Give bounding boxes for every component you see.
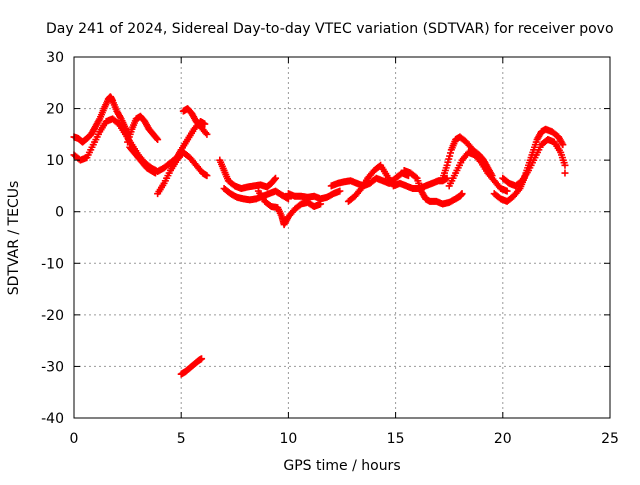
data-point <box>458 190 466 198</box>
chart-title: Day 241 of 2024, Sidereal Day-to-day VTE… <box>46 21 614 37</box>
data-point <box>153 134 161 142</box>
y-tick-label: 10 <box>46 153 64 169</box>
x-tick-label: 10 <box>279 431 297 447</box>
y-tick-label: -10 <box>41 256 64 272</box>
plot-frame <box>73 56 611 419</box>
x-tick-label: 0 <box>70 431 79 447</box>
y-tick-label: -30 <box>41 359 64 375</box>
data-point <box>336 187 344 195</box>
data-point <box>271 175 279 183</box>
data-point <box>154 136 162 144</box>
axis-ticks: 0 5 10 15 20 25 -40 -30 -20 -10 0 10 20 30 <box>41 50 619 447</box>
x-tick-label: 5 <box>177 431 186 447</box>
data-point <box>503 187 511 195</box>
data-point <box>559 141 567 149</box>
y-tick-label: 0 <box>55 205 64 221</box>
data-point <box>201 120 209 128</box>
data-point <box>151 169 159 177</box>
data-point <box>203 130 211 138</box>
y-axis-label: SDTVAR / TECUs <box>6 181 22 296</box>
y-tick-label: 30 <box>46 50 64 66</box>
grid <box>74 57 610 418</box>
data-point <box>412 173 420 181</box>
data-point <box>561 161 569 169</box>
y-tick-label: 20 <box>46 102 64 118</box>
data-point <box>272 174 280 182</box>
data-point <box>198 355 206 363</box>
x-tick-label: 15 <box>387 431 405 447</box>
data-points <box>70 93 569 378</box>
data-point <box>561 169 569 177</box>
x-tick-label: 25 <box>601 431 619 447</box>
y-tick-label: -40 <box>41 411 64 427</box>
x-tick-label: 20 <box>494 431 512 447</box>
x-axis-label: GPS time / hours <box>283 458 400 474</box>
y-tick-label: -20 <box>41 308 64 324</box>
data-point <box>203 172 211 180</box>
